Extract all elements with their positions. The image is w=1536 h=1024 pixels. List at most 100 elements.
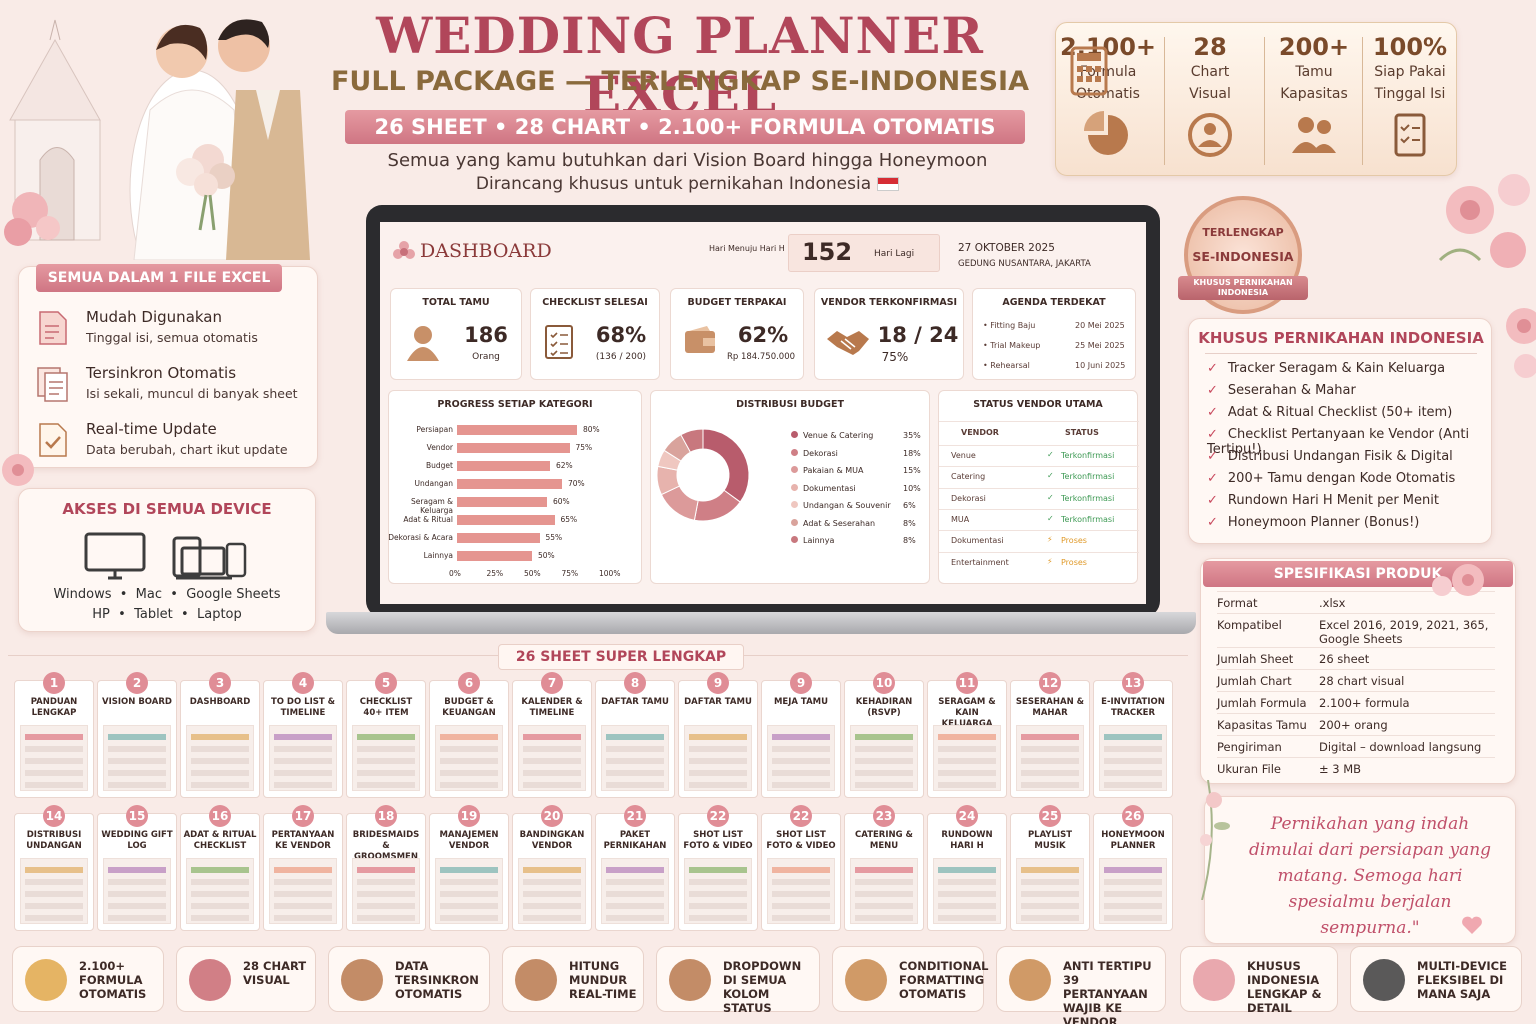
- sheet-card[interactable]: 12 SESERAHAN & MAHAR: [1010, 672, 1090, 798]
- stat-number: 100%: [1372, 33, 1448, 61]
- sheet-card[interactable]: 16 ADAT & RITUAL CHECKLIST: [180, 805, 260, 931]
- sheet-card[interactable]: 8 DAFTAR TAMU: [595, 672, 675, 798]
- sheet-card[interactable]: 9 DAFTAR TAMU: [678, 672, 758, 798]
- check-item-label: Tracker Seragam & Kain Keluarga: [1227, 361, 1446, 376]
- bottom-feature-label: KHUSUS INDONESIA LENGKAP & DETAIL: [1247, 959, 1322, 1015]
- calculator-icon: [1070, 46, 1108, 96]
- sheet-card[interactable]: 18 BRIDESMAIDS & GROOMSMEN: [346, 805, 426, 931]
- spec-key: Kompatibel: [1217, 618, 1282, 632]
- sheet-card[interactable]: 5 CHECKLIST 40+ ITEM: [346, 672, 426, 798]
- thumb-row: [523, 758, 581, 764]
- spec-row: Jumlah Sheet 26 sheet: [1217, 647, 1495, 669]
- sheet-card[interactable]: 15 WEDDING GIFT LOG: [97, 805, 177, 931]
- thumb-row: [689, 782, 747, 788]
- bottom-feature-label: 2.100+ FORMULA OTOMATIS: [79, 959, 147, 1001]
- sheet-card[interactable]: 20 BANDINGKAN VENDOR: [512, 805, 592, 931]
- sheet-card[interactable]: 21 PAKET PERNIKAHAN: [595, 805, 675, 931]
- sheet-name: DASHBOARD: [189, 697, 251, 707]
- vendor-name: Dokumentasi: [951, 536, 1004, 546]
- legend-label: Undangan & Souvenir: [803, 501, 891, 510]
- sheet-name: CHECKLIST 40+ ITEM: [359, 697, 413, 718]
- document-edit-icon: [39, 311, 67, 345]
- legend-value: 10%: [903, 483, 921, 493]
- thumb-row: [108, 867, 166, 873]
- thumb-row: [523, 770, 581, 776]
- agenda-item: • Rehearsal: [983, 361, 1030, 370]
- sheet-name: ADAT & RITUAL CHECKLIST: [183, 830, 257, 851]
- sheet-card[interactable]: 10 KEHADIRAN (RSVP): [844, 672, 924, 798]
- sheet-card[interactable]: 26 HONEYMOON PLANNER: [1093, 805, 1173, 931]
- thumb-row: [357, 891, 415, 897]
- check-item-label: Adat & Ritual Checklist (50+ item): [1227, 405, 1453, 420]
- quote-text: Pernikahan yang indah dimulai dari persi…: [1248, 814, 1492, 938]
- legend-item: Undangan & Souvenir: [791, 501, 891, 510]
- sheet-thumbnail: [767, 858, 835, 924]
- thumb-row: [938, 903, 996, 909]
- sheet-thumbnail: [518, 858, 586, 924]
- bar-label: Undangan: [414, 479, 453, 488]
- thumb-row: [523, 903, 581, 909]
- device-windows: Windows: [53, 587, 112, 602]
- spec-key: Jumlah Chart: [1217, 674, 1292, 688]
- sheet-number: 23: [873, 805, 895, 827]
- laptop-base: [326, 612, 1196, 634]
- tagline-1: Semua yang kamu butuhkan dari Vision Boa…: [387, 150, 988, 171]
- bar: [457, 497, 547, 507]
- thumb-row: [1104, 782, 1162, 788]
- link-icon: [341, 959, 383, 1001]
- spec-value: ± 3 MB: [1319, 762, 1362, 776]
- sheet-card[interactable]: 1 PANDUAN LENGKAP: [14, 672, 94, 798]
- thumb-row: [689, 758, 747, 764]
- device-tablet: Tablet: [134, 607, 173, 622]
- phone-icon: [225, 542, 247, 578]
- shield-check-icon: [1009, 959, 1051, 1001]
- sheet-card[interactable]: 3 DASHBOARD: [180, 672, 260, 798]
- vendor-status: Terkonfirmasi: [1061, 472, 1115, 482]
- sheet-card[interactable]: 6 BUDGET & KEUANGAN: [429, 672, 509, 798]
- sheet-card[interactable]: 23 CATERING & MENU: [844, 805, 924, 931]
- thumb-row: [357, 879, 415, 885]
- flower-decoration: [1438, 174, 1530, 268]
- vendor-status: Terkonfirmasi: [1061, 451, 1115, 460]
- progress-chart-title: PROGRESS SETIAP KATEGORI: [437, 399, 593, 410]
- thumb-row: [938, 867, 996, 873]
- thumb-row: [606, 879, 664, 885]
- sheet-card[interactable]: 13 E-INVITATION TRACKER: [1093, 672, 1173, 798]
- thumb-row: [25, 758, 83, 764]
- sheet-name: PANDUAN LENGKAP: [30, 697, 78, 718]
- thumb-row: [606, 746, 664, 752]
- page-title: WEDDING PLANNER EXCEL: [376, 6, 984, 124]
- sheet-card[interactable]: 9 MEJA TAMU: [761, 672, 841, 798]
- thumb-row: [274, 903, 332, 909]
- legend-swatch: [791, 536, 798, 543]
- sheet-card[interactable]: 4 TO DO LIST & TIMELINE: [263, 672, 343, 798]
- sheet-card[interactable]: 22 SHOT LIST FOTO & VIDEO: [678, 805, 758, 931]
- sheet-card[interactable]: 2 VISION BOARD: [97, 672, 177, 798]
- sheet-number: 21: [624, 805, 646, 827]
- thumb-row: [938, 915, 996, 921]
- sheet-card[interactable]: 19 MANAJEMEN VENDOR: [429, 805, 509, 931]
- pie-icon: [189, 959, 231, 1001]
- sheet-number: 1: [43, 672, 65, 694]
- devices-heading: AKSES DI SEMUA DEVICE: [62, 500, 272, 518]
- thumb-row: [274, 746, 332, 752]
- sheet-thumbnail: [933, 858, 1001, 924]
- spec-key: Format: [1217, 596, 1258, 610]
- sheet-card[interactable]: 7 KALENDER & TIMELINE: [512, 672, 592, 798]
- sheet-card[interactable]: 25 PLAYLIST MUSIK: [1010, 805, 1090, 931]
- thumb-row: [440, 770, 498, 776]
- countdown-box: [788, 234, 940, 272]
- vendor-row: Entertainment ⚡ Proses: [939, 551, 1139, 573]
- legend-label: Dokumentasi: [803, 483, 856, 493]
- thumb-row: [1104, 915, 1162, 921]
- sheet-card[interactable]: 24 RUNDOWN HARI H: [927, 805, 1007, 931]
- sheet-card[interactable]: 14 DISTRIBUSI UNDANGAN: [14, 805, 94, 931]
- thumb-row: [1021, 903, 1079, 909]
- thumb-row: [855, 867, 913, 873]
- sheet-card[interactable]: 22 SHOT LIST FOTO & VIDEO: [761, 805, 841, 931]
- spec-key: Jumlah Sheet: [1217, 652, 1294, 666]
- features-heading: SEMUA DALAM 1 FILE EXCEL: [36, 264, 282, 292]
- sheet-card[interactable]: 17 PERTANYAAN KE VENDOR: [263, 805, 343, 931]
- sheet-card[interactable]: 11 SERAGAM & KAIN KELUARGA: [927, 672, 1007, 798]
- x-tick-label: 100%: [599, 569, 621, 578]
